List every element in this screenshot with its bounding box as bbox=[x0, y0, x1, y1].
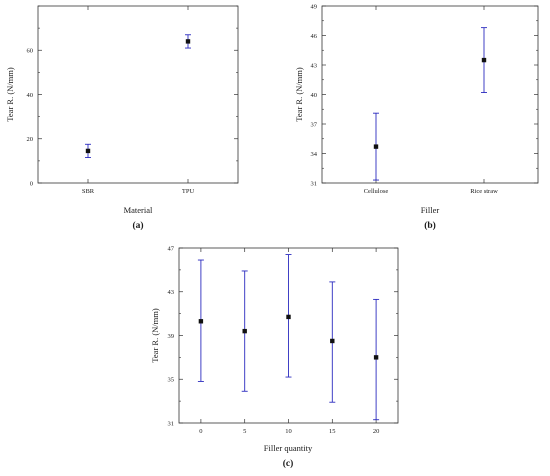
x-tick-label: 20 bbox=[373, 428, 380, 435]
data-point bbox=[373, 355, 379, 360]
data-marks-b bbox=[373, 27, 487, 181]
x-tick-label: Cellulose bbox=[364, 188, 389, 195]
y-tick-label: 43 bbox=[311, 62, 318, 69]
x-axis-title-b: Filler bbox=[421, 205, 440, 215]
x-tick-label: TPU bbox=[182, 188, 195, 195]
data-point bbox=[242, 328, 247, 334]
y-tick-label: 0 bbox=[30, 180, 33, 187]
y-tick-label: 39 bbox=[168, 333, 175, 340]
y-tick-label: 60 bbox=[27, 48, 34, 55]
y-tick-label: 31 bbox=[311, 180, 318, 187]
plot-frame-a bbox=[37, 5, 239, 184]
y-axis-title-c: Tear R. (N/mm) bbox=[150, 308, 160, 363]
plot-frame-b bbox=[321, 5, 539, 184]
data-point bbox=[185, 39, 191, 44]
data-point bbox=[286, 314, 291, 320]
y-tick-label: 31 bbox=[168, 420, 175, 427]
x-tick-label: 5 bbox=[243, 428, 246, 435]
axis-ticks-b: 31 34 37 40 43 46 49 Cellulose Rice straw bbox=[311, 3, 538, 195]
y-tick-label: 40 bbox=[311, 92, 318, 99]
data-point bbox=[373, 144, 379, 149]
y-tick-label: 47 bbox=[168, 245, 175, 252]
x-tick-label: SBR bbox=[82, 188, 95, 195]
x-tick-label: 0 bbox=[199, 428, 202, 435]
y-axis-title-b: Tear R. (N/mm) bbox=[294, 67, 304, 122]
y-tick-label: 46 bbox=[311, 33, 318, 40]
panel-label-a: (a) bbox=[132, 220, 143, 231]
data-point bbox=[330, 338, 335, 344]
axis-ticks-c: 31 35 39 43 47 0 5 10 15 20 bbox=[168, 245, 398, 435]
y-tick-label: 49 bbox=[311, 3, 318, 10]
x-tick-label: 10 bbox=[285, 428, 292, 435]
x-axis-title-a: Material bbox=[124, 205, 153, 215]
y-tick-label: 35 bbox=[168, 377, 175, 384]
panel-c: Tear R. (N/mm) Filler quantity (c) 31353… bbox=[150, 245, 399, 469]
data-point bbox=[481, 57, 487, 63]
x-tick-label: 15 bbox=[329, 428, 336, 435]
axis-ticks-a: 0 20 40 60 SBR TPU bbox=[27, 5, 238, 195]
data-point bbox=[85, 148, 91, 154]
panel-a: Tear R. (N/mm) Material (a) 0 20 40 60 SBR TP… bbox=[5, 5, 239, 231]
y-axis-title-a: Tear R. (N/mm) bbox=[5, 67, 15, 122]
y-tick-label: 43 bbox=[168, 289, 175, 296]
y-tick-label: 40 bbox=[27, 92, 34, 99]
x-axis-title-c: Filler quantity bbox=[264, 443, 313, 453]
panel-label-c: (c) bbox=[283, 458, 294, 469]
panel-label-b: (b) bbox=[424, 220, 436, 231]
data-marks-a bbox=[85, 34, 191, 159]
panel-b: Tear R. (N/mm) Filler (b) 31 34 37 40 43 46 49… bbox=[294, 3, 539, 231]
y-tick-label: 37 bbox=[311, 121, 318, 128]
data-point bbox=[198, 319, 204, 324]
y-tick-label: 20 bbox=[27, 136, 34, 143]
data-marks-c bbox=[197, 254, 380, 421]
y-tick-label: 34 bbox=[311, 151, 318, 158]
x-tick-label: Rice straw bbox=[470, 188, 498, 195]
